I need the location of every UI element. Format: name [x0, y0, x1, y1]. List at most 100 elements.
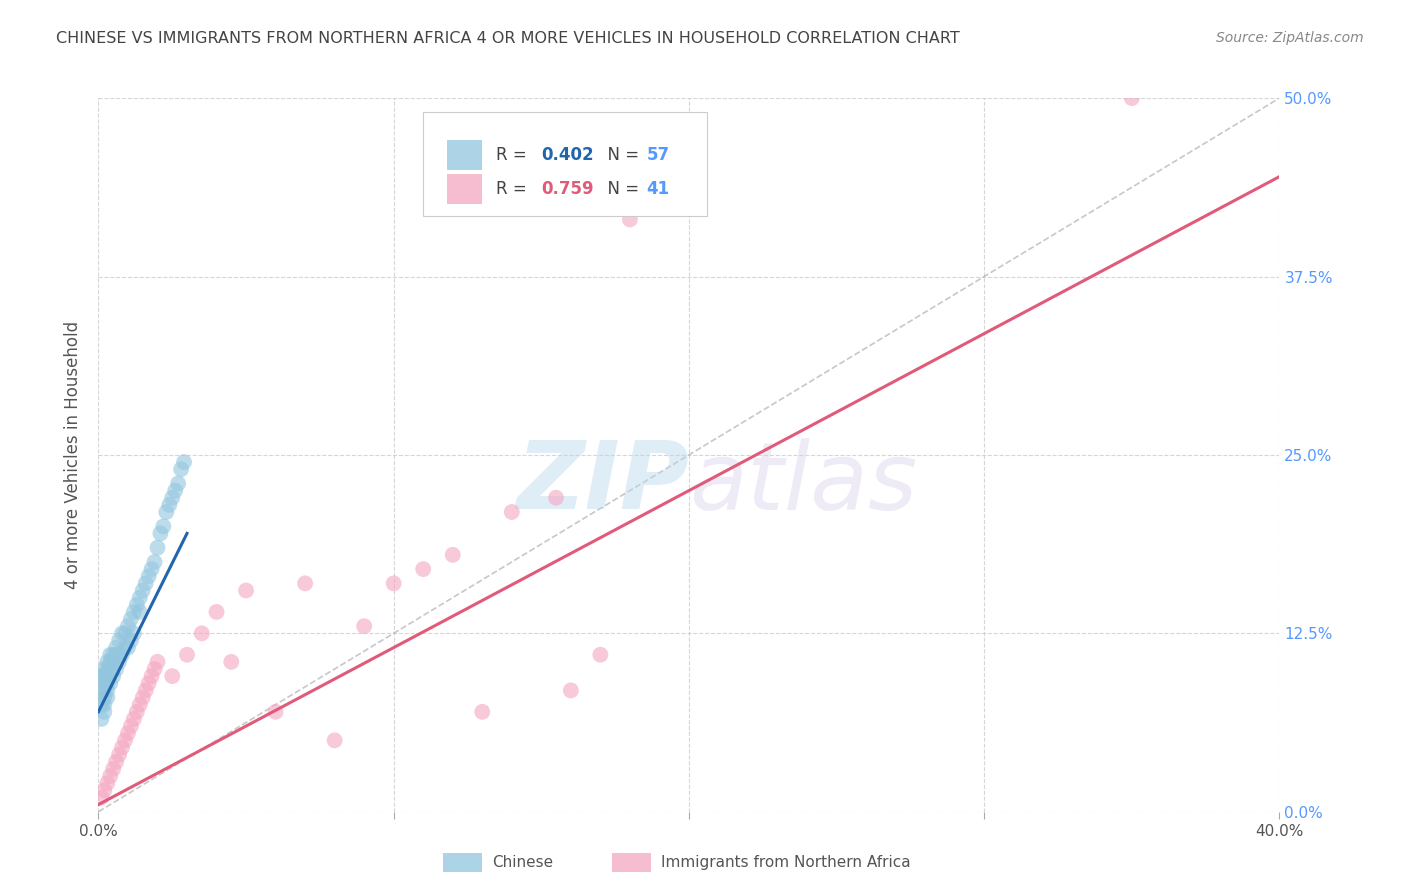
- Point: [546, 491, 568, 505]
- Point: [96, 683, 118, 698]
- Point: [96, 776, 118, 790]
- Point: [93, 698, 115, 712]
- Y-axis label: 4 or more Vehicles in Household: 4 or more Vehicles in Household: [65, 321, 83, 589]
- Point: [323, 733, 346, 747]
- Point: [157, 498, 180, 512]
- Point: [143, 662, 166, 676]
- Point: [93, 783, 115, 797]
- Point: [191, 626, 214, 640]
- Text: Chinese: Chinese: [492, 855, 553, 870]
- Point: [412, 562, 434, 576]
- Point: [98, 769, 121, 783]
- Point: [155, 505, 177, 519]
- Point: [120, 612, 142, 626]
- Point: [105, 662, 128, 676]
- Text: ZIP: ZIP: [516, 437, 689, 530]
- FancyBboxPatch shape: [447, 174, 482, 204]
- Text: 0.402: 0.402: [541, 146, 593, 164]
- Point: [146, 541, 169, 555]
- Point: [1121, 91, 1143, 105]
- Point: [170, 462, 193, 476]
- Point: [93, 683, 115, 698]
- Point: [90, 683, 112, 698]
- Point: [382, 576, 405, 591]
- Point: [619, 212, 641, 227]
- Point: [114, 640, 136, 655]
- Point: [122, 626, 145, 640]
- Point: [120, 719, 142, 733]
- Point: [441, 548, 464, 562]
- Text: CHINESE VS IMMIGRANTS FROM NORTHERN AFRICA 4 OR MORE VEHICLES IN HOUSEHOLD CORRE: CHINESE VS IMMIGRANTS FROM NORTHERN AFRI…: [56, 31, 960, 46]
- Point: [114, 626, 136, 640]
- Point: [90, 669, 112, 683]
- Text: R =: R =: [496, 180, 533, 198]
- Point: [117, 640, 139, 655]
- Point: [125, 598, 148, 612]
- Text: 0.759: 0.759: [541, 180, 593, 198]
- Point: [108, 655, 131, 669]
- Point: [135, 683, 157, 698]
- Text: atlas: atlas: [689, 438, 917, 529]
- Point: [219, 655, 242, 669]
- Point: [141, 669, 163, 683]
- Text: Immigrants from Northern Africa: Immigrants from Northern Africa: [661, 855, 911, 870]
- Point: [98, 655, 121, 669]
- Point: [471, 705, 494, 719]
- Point: [138, 569, 160, 583]
- Point: [96, 669, 118, 683]
- Point: [114, 733, 136, 747]
- Point: [96, 662, 118, 676]
- Point: [103, 762, 125, 776]
- Point: [176, 648, 198, 662]
- Point: [128, 591, 150, 605]
- Text: N =: N =: [596, 146, 644, 164]
- Point: [108, 747, 131, 762]
- Point: [96, 676, 118, 690]
- Point: [93, 669, 115, 683]
- Point: [90, 790, 112, 805]
- Point: [103, 655, 125, 669]
- Text: R =: R =: [496, 146, 533, 164]
- Text: 41: 41: [647, 180, 669, 198]
- Point: [146, 655, 169, 669]
- Point: [105, 755, 128, 769]
- Point: [589, 648, 612, 662]
- Point: [96, 655, 118, 669]
- Point: [128, 605, 150, 619]
- Point: [125, 705, 148, 719]
- Point: [122, 605, 145, 619]
- Point: [235, 583, 257, 598]
- Point: [162, 669, 183, 683]
- Point: [98, 676, 121, 690]
- Point: [98, 648, 121, 662]
- Point: [294, 576, 316, 591]
- Point: [96, 690, 118, 705]
- Point: [93, 690, 115, 705]
- Point: [264, 705, 287, 719]
- Point: [162, 491, 183, 505]
- Point: [103, 648, 125, 662]
- Point: [501, 505, 523, 519]
- Point: [167, 476, 190, 491]
- Point: [117, 726, 139, 740]
- Point: [108, 633, 131, 648]
- Point: [98, 662, 121, 676]
- Point: [105, 648, 128, 662]
- Point: [135, 576, 157, 591]
- Point: [117, 619, 139, 633]
- Point: [111, 648, 134, 662]
- Point: [141, 562, 163, 576]
- Text: 57: 57: [647, 146, 669, 164]
- FancyBboxPatch shape: [423, 112, 707, 216]
- Point: [143, 555, 166, 569]
- Point: [205, 605, 228, 619]
- Point: [90, 698, 112, 712]
- Point: [103, 669, 125, 683]
- Point: [173, 455, 195, 469]
- Point: [353, 619, 375, 633]
- Point: [149, 526, 172, 541]
- Point: [105, 640, 128, 655]
- Point: [560, 683, 582, 698]
- Point: [93, 676, 115, 690]
- Point: [111, 626, 134, 640]
